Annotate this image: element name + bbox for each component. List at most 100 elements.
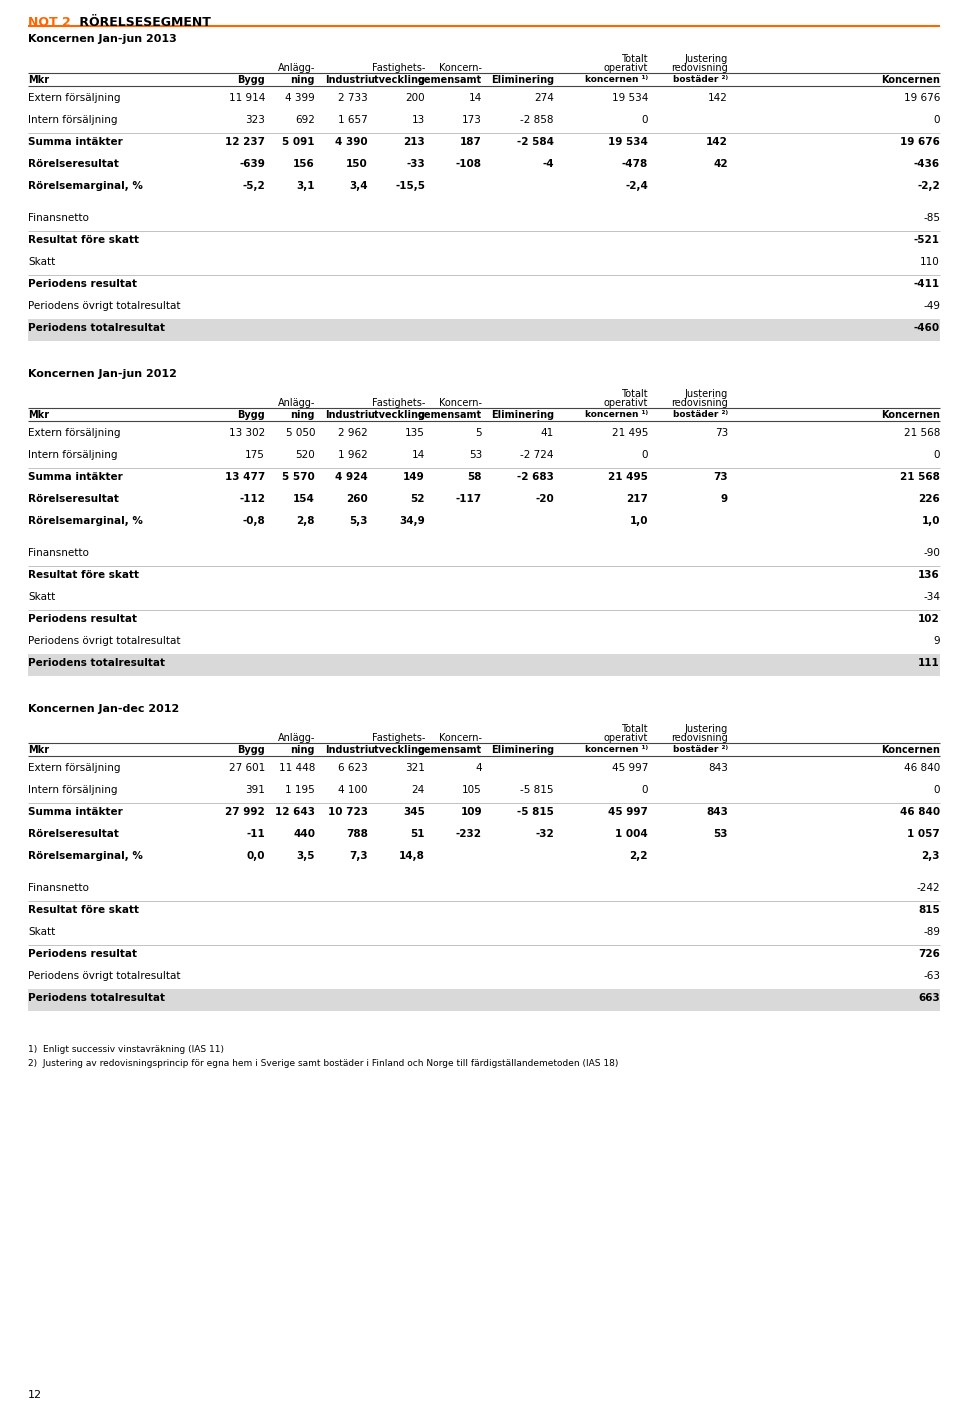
Text: Periodens resultat: Periodens resultat	[28, 949, 137, 959]
Text: 53: 53	[468, 451, 482, 461]
Text: 0: 0	[933, 451, 940, 461]
Text: 1,0: 1,0	[630, 517, 648, 526]
Text: koncernen ¹⁾: koncernen ¹⁾	[585, 746, 648, 754]
Text: utveckling: utveckling	[367, 410, 425, 420]
Text: 58: 58	[468, 472, 482, 482]
Text: Justering: Justering	[684, 724, 728, 734]
Text: 9: 9	[721, 494, 728, 504]
Text: Finansnetto: Finansnetto	[28, 548, 89, 557]
Text: Koncernen: Koncernen	[881, 410, 940, 420]
Text: -90: -90	[924, 548, 940, 557]
Text: 13 477: 13 477	[225, 472, 265, 482]
Text: gemensamt: gemensamt	[418, 746, 482, 755]
Text: Periodens totalresultat: Periodens totalresultat	[28, 323, 165, 333]
Text: 21 568: 21 568	[903, 428, 940, 438]
Text: 1 057: 1 057	[907, 828, 940, 840]
Text: 5 091: 5 091	[282, 138, 315, 147]
Text: Eliminering: Eliminering	[491, 746, 554, 755]
Text: 156: 156	[293, 159, 315, 168]
Text: Anlägg-: Anlägg-	[277, 397, 315, 409]
Text: Koncernen: Koncernen	[881, 746, 940, 755]
Text: Bygg: Bygg	[237, 746, 265, 755]
Text: Summa intäkter: Summa intäkter	[28, 138, 123, 147]
Text: 110: 110	[921, 257, 940, 267]
Text: 843: 843	[707, 807, 728, 817]
Text: -34: -34	[923, 592, 940, 602]
Text: redovisning: redovisning	[671, 733, 728, 743]
Text: Rörelseresultat: Rörelseresultat	[28, 828, 119, 840]
Text: -2 724: -2 724	[520, 451, 554, 461]
Text: NOT 2: NOT 2	[28, 15, 71, 29]
Text: -85: -85	[923, 213, 940, 223]
Text: -20: -20	[536, 494, 554, 504]
Text: -11: -11	[247, 828, 265, 840]
Text: -117: -117	[456, 494, 482, 504]
Text: Totalt: Totalt	[621, 724, 648, 734]
Text: 3,4: 3,4	[349, 181, 368, 191]
Text: Totalt: Totalt	[621, 389, 648, 399]
Text: 4: 4	[475, 762, 482, 774]
Text: 13: 13	[412, 115, 425, 125]
Text: 53: 53	[713, 828, 728, 840]
Text: 173: 173	[462, 115, 482, 125]
Text: Koncernen: Koncernen	[881, 74, 940, 86]
Text: Anlägg-: Anlägg-	[277, 63, 315, 73]
Text: 6 623: 6 623	[338, 762, 368, 774]
Text: 73: 73	[713, 472, 728, 482]
Text: Extern försäljning: Extern försäljning	[28, 93, 121, 102]
Text: -2,4: -2,4	[625, 181, 648, 191]
Text: Koncern-: Koncern-	[439, 733, 482, 743]
Text: Mkr: Mkr	[28, 410, 49, 420]
Text: 692: 692	[295, 115, 315, 125]
Text: 2 733: 2 733	[338, 93, 368, 102]
Text: Rörelseresultat: Rörelseresultat	[28, 159, 119, 168]
Text: 4 100: 4 100	[339, 785, 368, 795]
Text: -32: -32	[536, 828, 554, 840]
Text: -15,5: -15,5	[395, 181, 425, 191]
Text: 27 601: 27 601	[228, 762, 265, 774]
Text: 5,3: 5,3	[349, 517, 368, 526]
Text: 19 534: 19 534	[612, 93, 648, 102]
Text: utveckling: utveckling	[367, 746, 425, 755]
Text: 1)  Enligt successiv vinstavräkning (IAS 11): 1) Enligt successiv vinstavräkning (IAS …	[28, 1045, 224, 1054]
Text: Periodens totalresultat: Periodens totalresultat	[28, 993, 165, 1002]
Text: Rörelsemarginal, %: Rörelsemarginal, %	[28, 517, 143, 526]
Text: Rörelsemarginal, %: Rörelsemarginal, %	[28, 851, 143, 861]
Text: 5 570: 5 570	[282, 472, 315, 482]
Text: 142: 142	[707, 138, 728, 147]
Text: 1 962: 1 962	[338, 451, 368, 461]
Text: redovisning: redovisning	[671, 397, 728, 409]
Text: 226: 226	[919, 494, 940, 504]
Text: Periodens övrigt totalresultat: Periodens övrigt totalresultat	[28, 972, 180, 981]
Text: 19 676: 19 676	[900, 138, 940, 147]
Text: 136: 136	[919, 570, 940, 580]
Text: 12: 12	[28, 1390, 42, 1400]
Text: operativt: operativt	[604, 733, 648, 743]
Text: 11 914: 11 914	[228, 93, 265, 102]
Text: 4 390: 4 390	[335, 138, 368, 147]
Text: koncernen ¹⁾: koncernen ¹⁾	[585, 74, 648, 84]
Text: 13 302: 13 302	[228, 428, 265, 438]
Text: Periodens resultat: Periodens resultat	[28, 279, 137, 289]
Text: Rörelseresultat: Rörelseresultat	[28, 494, 119, 504]
Text: Extern försäljning: Extern försäljning	[28, 428, 121, 438]
Text: Extern försäljning: Extern försäljning	[28, 762, 121, 774]
Text: 149: 149	[403, 472, 425, 482]
Text: 726: 726	[918, 949, 940, 959]
Bar	[28, 319, 940, 341]
Text: Finansnetto: Finansnetto	[28, 213, 89, 223]
Text: 19 534: 19 534	[608, 138, 648, 147]
Text: 111: 111	[919, 658, 940, 668]
Text: 213: 213	[403, 138, 425, 147]
Text: 0: 0	[933, 785, 940, 795]
Text: 154: 154	[293, 494, 315, 504]
Text: Totalt: Totalt	[621, 53, 648, 65]
Text: ning: ning	[291, 746, 315, 755]
Text: Periodens övrigt totalresultat: Periodens övrigt totalresultat	[28, 636, 180, 646]
Text: 1,0: 1,0	[922, 517, 940, 526]
Text: gemensamt: gemensamt	[418, 74, 482, 86]
Text: -460: -460	[914, 323, 940, 333]
Text: 260: 260	[347, 494, 368, 504]
Text: Periodens övrigt totalresultat: Periodens övrigt totalresultat	[28, 300, 180, 312]
Text: 175: 175	[245, 451, 265, 461]
